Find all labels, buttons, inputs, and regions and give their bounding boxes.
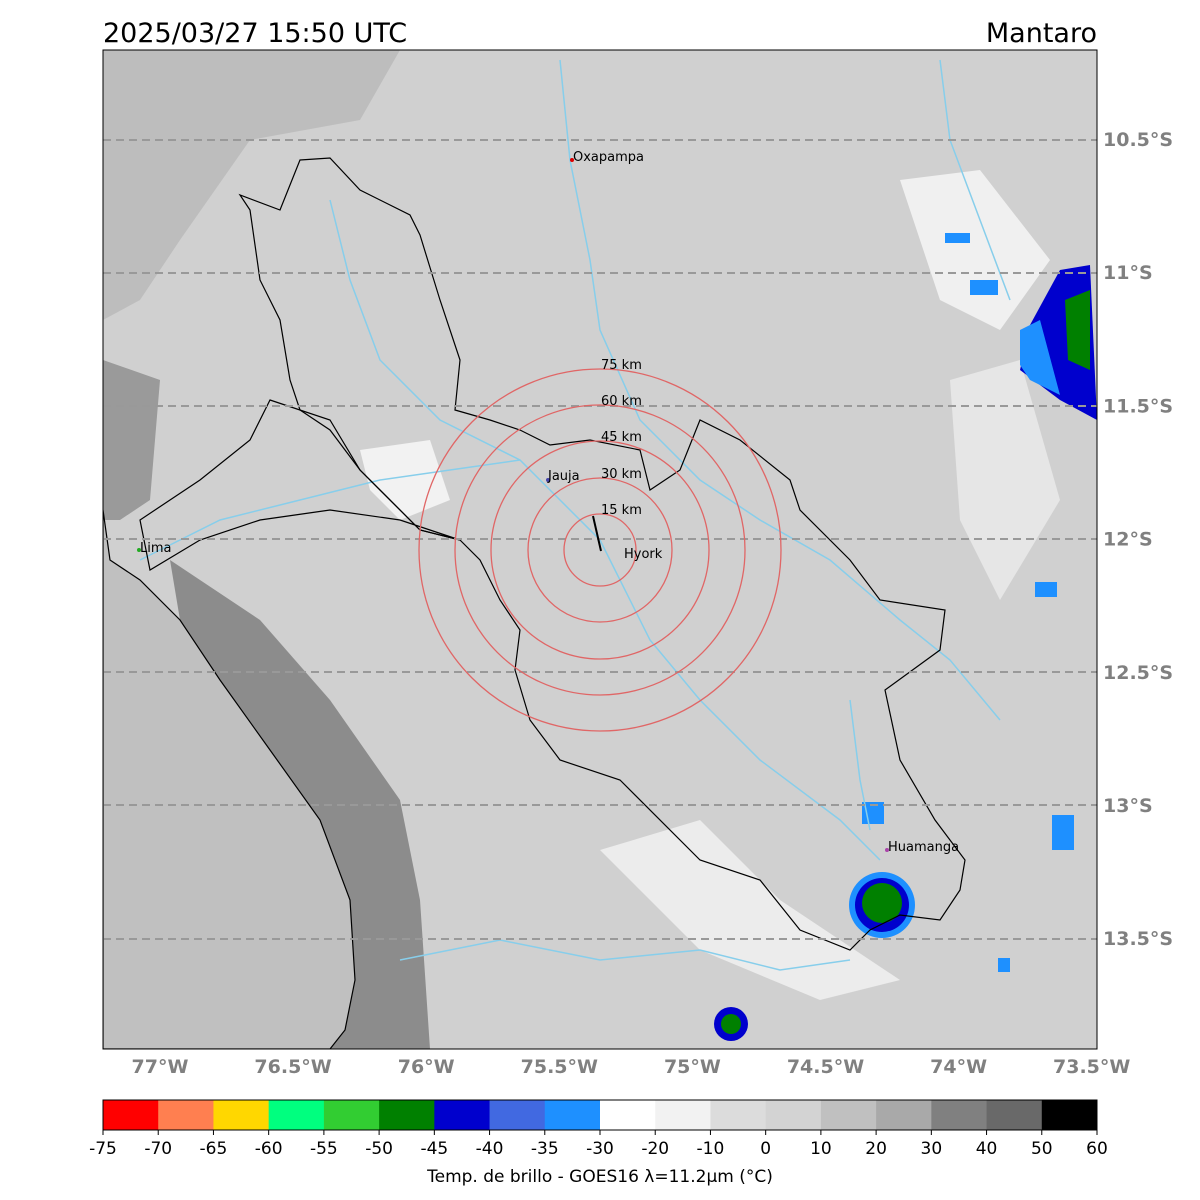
colorbar-tick-label: -45 xyxy=(420,1139,448,1159)
colorbar-tick-label: -35 xyxy=(531,1139,559,1159)
colorbar-segment xyxy=(213,1100,270,1130)
lon-label: 76.5°W xyxy=(254,1056,331,1078)
colorbar-segment xyxy=(710,1100,767,1130)
colorbar-tick-label: 0 xyxy=(760,1139,771,1159)
lat-label: 10.5°S xyxy=(1103,129,1173,151)
colorbar-tick-label: -40 xyxy=(476,1139,504,1159)
ring-label: 75 km xyxy=(601,358,642,373)
colorbar-segment xyxy=(434,1100,491,1130)
region: Mantaro xyxy=(986,18,1097,49)
colorbar-segment xyxy=(655,1100,711,1130)
lon-label: 74°W xyxy=(930,1056,987,1078)
city-label: Oxapampa xyxy=(573,150,644,165)
colorbar-segment xyxy=(600,1100,656,1130)
ring-label: 60 km xyxy=(601,394,642,409)
city-label: Hyork xyxy=(624,547,663,562)
colorbar-segment xyxy=(820,1100,877,1130)
lat-label: 11.5°S xyxy=(1103,395,1173,417)
lon-label: 77°W xyxy=(132,1056,189,1078)
colorbar-tick-label: -55 xyxy=(310,1139,338,1159)
colorbar-tick-label: -30 xyxy=(586,1139,614,1159)
lat-label: 12°S xyxy=(1103,529,1153,551)
colorbar-tick-label: 10 xyxy=(810,1139,832,1159)
colorbar-segment xyxy=(323,1100,380,1130)
ring-label: 15 km xyxy=(601,503,642,518)
colorbar-segment xyxy=(765,1100,822,1130)
colorbar-tick-label: 30 xyxy=(921,1139,943,1159)
colorbar-tick-label: 20 xyxy=(865,1139,887,1159)
colorbar-segment xyxy=(544,1100,601,1130)
datetime: 2025/03/27 15:50 UTC xyxy=(103,18,407,49)
lat-label: 13°S xyxy=(1103,795,1153,817)
colorbar-tick-label: -10 xyxy=(697,1139,725,1159)
lat-label: 13.5°S xyxy=(1103,928,1173,950)
colorbar-segment xyxy=(158,1100,214,1130)
colorbar-segment xyxy=(876,1100,932,1130)
city-label: Lima xyxy=(140,541,171,556)
lon-label: 75.5°W xyxy=(521,1056,598,1078)
map xyxy=(103,50,1097,1049)
city-label: Jauja xyxy=(547,469,580,484)
lat-label: 11°S xyxy=(1103,262,1153,284)
colorbar-segment xyxy=(103,1100,159,1130)
colorbar-tick-label: -75 xyxy=(89,1139,117,1159)
colorbar-label: Temp. de brillo - GOES16 λ=11.2μm (°C) xyxy=(426,1167,773,1187)
colorbar-tick-label: -60 xyxy=(255,1139,283,1159)
colorbar-tick-label: -20 xyxy=(641,1139,669,1159)
ring-label: 30 km xyxy=(601,467,642,482)
colorbar-tick-label: -50 xyxy=(365,1139,393,1159)
lon-label: 75°W xyxy=(664,1056,721,1078)
lon-label: 73.5°W xyxy=(1053,1056,1130,1078)
colorbar: -75 -70 -65 -60 -55 -50 -45 -40 -35 -30 -20 -10 0 10 2… xyxy=(89,1099,1108,1159)
lon-label: 74.5°W xyxy=(787,1056,864,1078)
lon-labels: 77°W 76.5°W 76°W 75.5°W 75°W 74.5°W 74°W 73.5°W xyxy=(132,1056,1131,1078)
lon-label: 76°W xyxy=(398,1056,455,1078)
colorbar-segment xyxy=(1041,1100,1098,1130)
colorbar-tick-label: 40 xyxy=(976,1139,998,1159)
colorbar-segment xyxy=(931,1100,988,1130)
colorbar-segment xyxy=(986,1100,1043,1130)
colorbar-tick-label: 60 xyxy=(1086,1139,1108,1159)
lat-labels: 10.5°S 11°S 11.5°S 12°S 12.5°S 13°S 13.5°S xyxy=(1103,129,1173,950)
colorbar-tick-label: -70 xyxy=(144,1139,172,1159)
colorbar-tick-label: -65 xyxy=(200,1139,228,1159)
colorbar-segment xyxy=(268,1100,325,1130)
colorbar-segment xyxy=(379,1100,435,1130)
colorbar-segment xyxy=(489,1100,546,1130)
lat-label: 12.5°S xyxy=(1103,662,1173,684)
city-label: Huamanga xyxy=(888,840,959,855)
map-frame xyxy=(102,49,1098,1050)
ring-label: 45 km xyxy=(601,430,642,445)
colorbar-tick-label: 50 xyxy=(1031,1139,1053,1159)
